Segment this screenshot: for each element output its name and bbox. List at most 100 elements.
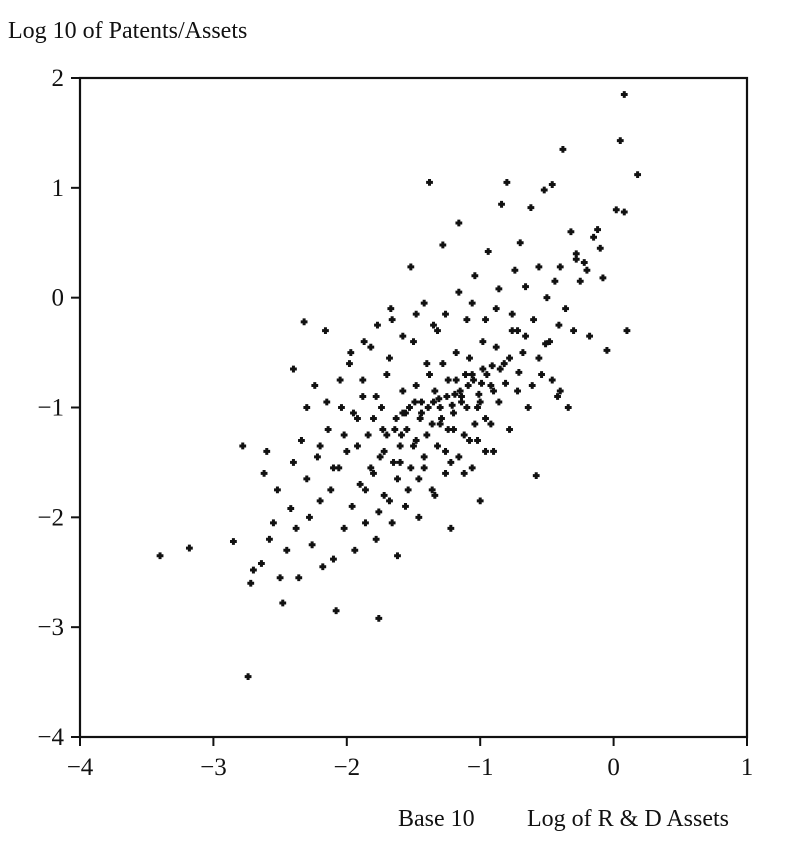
data-point [424,404,432,411]
data-point [156,552,164,560]
data-point [620,91,628,98]
data-point [456,387,464,395]
data-point [336,376,344,384]
data-point [434,442,441,450]
data-point [535,263,543,271]
data-point [460,431,468,439]
data-point [439,360,447,367]
data-point [524,404,532,411]
data-point [478,379,485,387]
data-point [484,248,492,255]
plot-frame [78,76,749,739]
x-axis-label-base: Base 10 [398,806,475,832]
data-point [450,426,457,433]
data-point [303,404,311,411]
data-point [471,420,479,428]
data-point [428,486,436,494]
data-point [447,459,455,466]
x-tick-label: −4 [67,754,94,781]
y-tick-label: 2 [52,65,65,92]
data-point [528,382,536,389]
data-point [458,398,465,406]
data-point [487,420,495,428]
data-point [532,472,540,479]
data-point [418,398,425,406]
data-point [455,453,463,461]
x-axis-label: Log of R & D Assets [527,806,729,832]
data-point [348,502,356,510]
data-point [495,398,503,406]
data-point [495,285,503,293]
data-point [516,239,524,247]
data-point [452,376,460,384]
data-point [359,376,367,384]
data-point [354,415,361,422]
data-point [546,338,553,345]
y-axis-label: Log 10 of Patents/Assets [8,18,247,44]
data-point [330,555,337,563]
data-point [399,387,407,395]
data-point [490,387,497,395]
data-point [468,371,476,378]
data-point [572,255,580,263]
data-point [506,426,513,433]
data-point [404,486,412,494]
data-point [426,371,433,378]
data-point [300,318,308,326]
data-point [564,404,572,411]
data-point [483,371,491,378]
data-point [396,442,404,450]
data-point [279,599,287,607]
data-point [572,250,580,258]
data-point [244,673,252,680]
data-point [407,464,415,472]
data-point [388,316,396,324]
data-point [435,395,443,403]
data-point [306,513,313,521]
data-point [356,480,364,488]
data-point [406,404,413,411]
data-point [468,299,476,307]
data-point [463,316,471,324]
data-point [394,475,401,483]
data-point [444,426,452,433]
data-point [372,535,380,543]
data-point [458,393,465,400]
data-point [580,259,588,266]
data-point [420,299,428,307]
data-point [380,491,388,499]
data-point [347,349,355,356]
data-point [370,415,377,422]
data-point [380,448,388,455]
data-point [290,365,297,373]
data-point [506,354,513,362]
data-point [411,398,419,406]
data-point [415,475,423,483]
data-point [430,398,437,406]
data-point [316,442,324,450]
data-point [479,338,487,345]
data-point [230,538,237,545]
data-point [603,346,611,354]
data-point [354,442,361,450]
data-point [623,327,631,335]
data-point [420,464,428,472]
y-tick-label: −2 [37,504,64,531]
data-point [398,431,405,439]
data-point [514,327,521,335]
data-point [250,566,257,574]
x-tick-label: 0 [607,754,620,781]
data-point [367,343,375,351]
data-point [479,365,487,373]
data-point [511,266,519,274]
data-point [350,409,357,417]
data-point [442,470,449,477]
data-point [438,415,445,422]
data-point [340,431,348,439]
data-point [583,266,591,274]
data-point [314,453,321,461]
data-point [340,524,348,532]
data-point [316,497,324,505]
data-point [448,401,456,409]
